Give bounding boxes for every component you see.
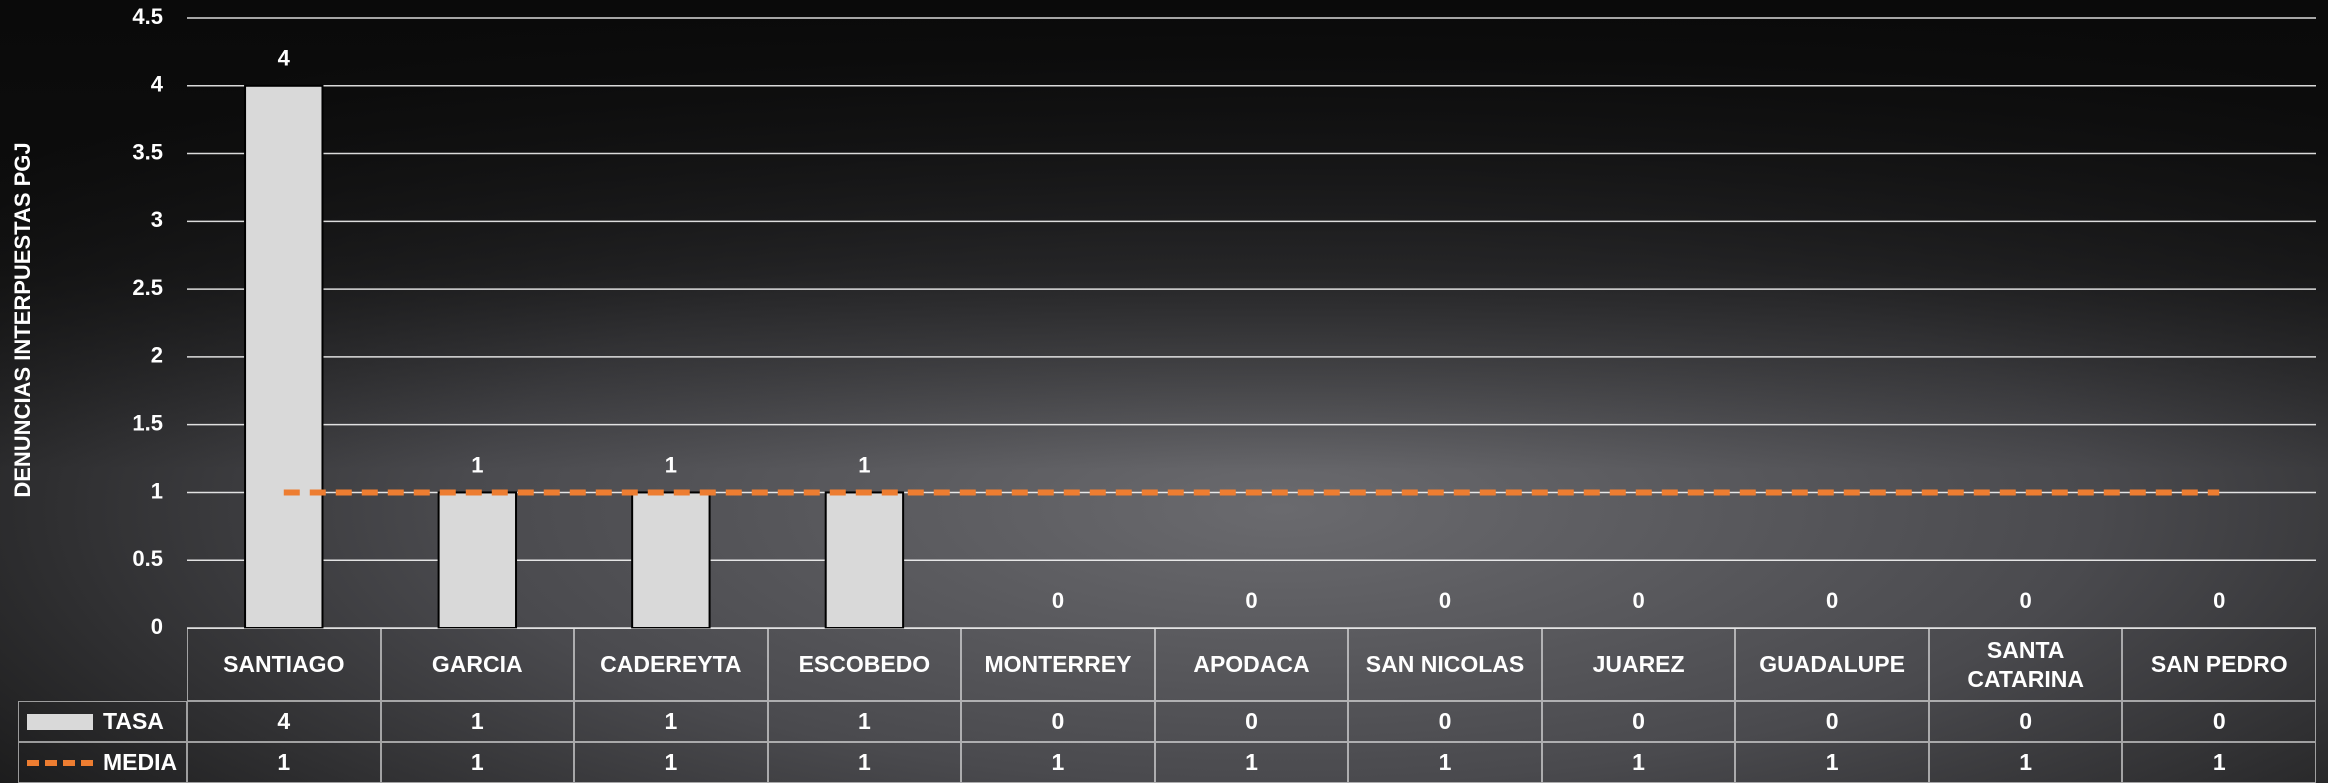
table-value: 1 — [574, 742, 768, 783]
y-axis-label: DENUNCIAS INTERPUESTAS PGJ — [10, 142, 35, 497]
category-cell: MONTERREY — [961, 628, 1155, 701]
bar — [437, 491, 518, 630]
y-tick-label: 1.5 — [132, 410, 163, 435]
table-value: 1 — [961, 742, 1155, 783]
y-tick-label: 3 — [151, 207, 163, 232]
data-label: 1 — [665, 452, 677, 477]
category-cell: JUAREZ — [1541, 628, 1736, 701]
category-cell: GARCIA — [380, 628, 575, 701]
table-value: 1 — [767, 742, 962, 783]
category-cell: CADEREYTA — [574, 628, 768, 701]
y-tick-label: 4.5 — [132, 4, 163, 29]
data-label: 0 — [1439, 588, 1451, 613]
table-value: 1 — [380, 742, 575, 783]
table-value: 0 — [1348, 701, 1542, 742]
legend-cell: TASA — [18, 701, 187, 742]
data-label: 0 — [1826, 588, 1838, 613]
legend-label: TASA — [103, 708, 164, 735]
table-value: 1 — [574, 701, 768, 742]
table-value: 1 — [1154, 742, 1349, 783]
table-value: 1 — [767, 701, 962, 742]
legend-cell: MEDIA — [18, 742, 187, 783]
data-label: 0 — [1245, 588, 1257, 613]
data-label: 0 — [2213, 588, 2225, 613]
data-label: 4 — [278, 46, 291, 71]
table-value: 0 — [1735, 701, 1929, 742]
table-value: 0 — [1154, 701, 1349, 742]
category-cell: GUADALUPE — [1735, 628, 1929, 701]
table-value: 4 — [187, 701, 381, 742]
table-value: 0 — [1541, 701, 1736, 742]
table-value: 1 — [1348, 742, 1542, 783]
data-label: 0 — [1052, 588, 1064, 613]
table-value: 0 — [961, 701, 1155, 742]
y-tick-label: 0 — [151, 614, 163, 639]
table-value: 1 — [2122, 742, 2316, 783]
data-label: 1 — [471, 452, 483, 477]
table-value: 0 — [2122, 701, 2316, 742]
category-cell: SAN PEDRO — [2122, 628, 2316, 701]
table-value: 1 — [380, 701, 575, 742]
y-tick-label: 2 — [151, 343, 163, 368]
category-cell: SANTIAGO — [187, 628, 381, 701]
y-tick-label: 4 — [151, 72, 164, 97]
table-value: 0 — [1928, 701, 2123, 742]
legend-label: MEDIA — [103, 749, 178, 776]
data-label: 0 — [2020, 588, 2032, 613]
table-value: 1 — [1541, 742, 1736, 783]
legend-swatch — [27, 713, 93, 730]
bar — [631, 491, 711, 630]
y-tick-label: 1 — [151, 478, 163, 503]
y-tick-label: 2.5 — [132, 275, 163, 300]
data-label: 1 — [858, 452, 870, 477]
category-cell: SAN NICOLAS — [1348, 628, 1542, 701]
category-cell: SANTA CATARINA — [1928, 628, 2123, 701]
y-tick-label: 0.5 — [132, 546, 163, 571]
table-value: 1 — [1735, 742, 1929, 783]
data-label: 0 — [1632, 588, 1644, 613]
category-cell: APODACA — [1154, 628, 1349, 701]
category-cell: ESCOBEDO — [767, 628, 962, 701]
table-value: 1 — [187, 742, 381, 783]
y-tick-label: 3.5 — [132, 139, 163, 164]
bar — [244, 84, 324, 630]
legend-swatch — [27, 759, 93, 766]
table-value: 1 — [1928, 742, 2123, 783]
bar — [824, 491, 905, 630]
